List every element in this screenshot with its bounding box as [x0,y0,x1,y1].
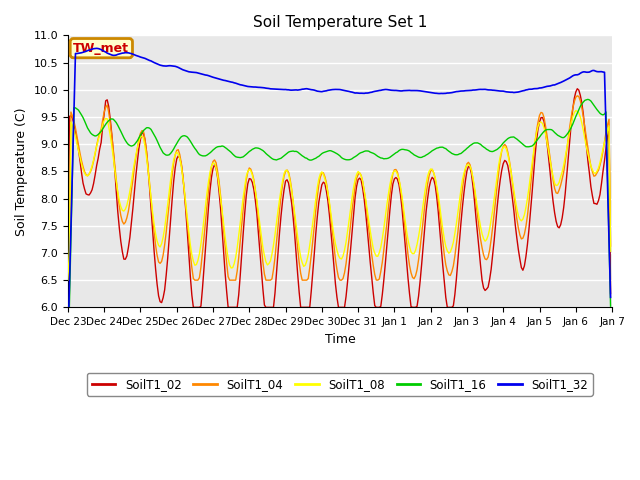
Text: TW_met: TW_met [74,42,129,55]
Legend: SoilT1_02, SoilT1_04, SoilT1_08, SoilT1_16, SoilT1_32: SoilT1_02, SoilT1_04, SoilT1_08, SoilT1_… [87,373,593,396]
Y-axis label: Soil Temperature (C): Soil Temperature (C) [15,107,28,236]
X-axis label: Time: Time [324,333,355,346]
Title: Soil Temperature Set 1: Soil Temperature Set 1 [253,15,427,30]
